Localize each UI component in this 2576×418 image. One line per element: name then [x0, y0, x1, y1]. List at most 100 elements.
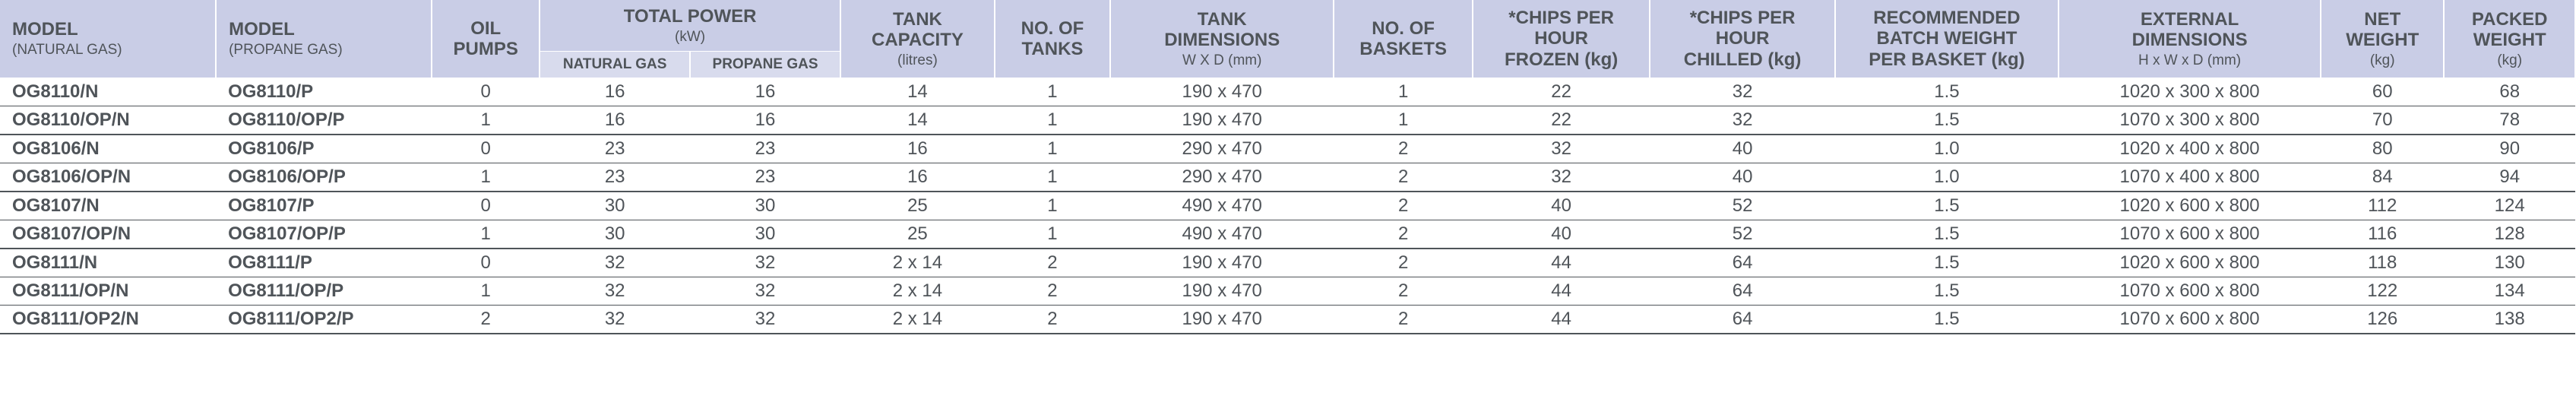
- cell-tank-capacity: 14: [840, 106, 995, 135]
- cell-cph-frozen: 44: [1473, 277, 1650, 306]
- cell-ext-dims: 1070 x 600 x 800: [2059, 220, 2321, 249]
- cell-no-tanks: 1: [995, 106, 1110, 135]
- cell-cph-frozen: 32: [1473, 135, 1650, 163]
- cell-no-tanks: 1: [995, 220, 1110, 249]
- cell-tank-capacity: 25: [840, 220, 995, 249]
- cell-tank-capacity: 2 x 14: [840, 249, 995, 277]
- cell-no-tanks: 1: [995, 192, 1110, 220]
- cell-ext-dims: 1020 x 600 x 800: [2059, 249, 2321, 277]
- th-total-power: TOTAL POWER(kW): [540, 0, 840, 52]
- th-model-propane: MODEL(PROPANE GAS): [216, 0, 432, 78]
- cell-tank-capacity: 14: [840, 78, 995, 106]
- cell-cph-chilled: 64: [1650, 249, 1835, 277]
- cell-tank-capacity: 2 x 14: [840, 277, 995, 306]
- cell-model-propane: OG8106/OP/P: [216, 163, 432, 192]
- th-packed-weight: PACKEDWEIGHT(kg): [2444, 0, 2575, 78]
- cell-tank-dims: 490 x 470: [1110, 192, 1334, 220]
- cell-tank-dims: 290 x 470: [1110, 135, 1334, 163]
- cell-no-tanks: 2: [995, 249, 1110, 277]
- cell-model-propane: OG8107/OP/P: [216, 220, 432, 249]
- th-ext-dims: EXTERNALDIMENSIONSH x W x D (mm): [2059, 0, 2321, 78]
- cell-tank-capacity: 16: [840, 163, 995, 192]
- cell-tank-capacity: 16: [840, 135, 995, 163]
- cell-oil-pumps: 0: [432, 135, 540, 163]
- cell-power-natural: 30: [540, 220, 690, 249]
- cell-model-propane: OG8110/P: [216, 78, 432, 106]
- cell-power-natural: 32: [540, 249, 690, 277]
- cell-ext-dims: 1020 x 300 x 800: [2059, 78, 2321, 106]
- cell-model-propane: OG8111/P: [216, 249, 432, 277]
- cell-model-natural: OG8111/OP2/N: [0, 306, 216, 334]
- cell-no-tanks: 2: [995, 306, 1110, 334]
- cell-model-natural: OG8110/OP/N: [0, 106, 216, 135]
- cell-model-natural: OG8106/N: [0, 135, 216, 163]
- cell-tank-dims: 290 x 470: [1110, 163, 1334, 192]
- cell-packed-weight: 124: [2444, 192, 2575, 220]
- cell-net-weight: 126: [2321, 306, 2444, 334]
- cell-net-weight: 84: [2321, 163, 2444, 192]
- cell-tank-capacity: 2 x 14: [840, 306, 995, 334]
- table-header: MODEL(NATURAL GAS) MODEL(PROPANE GAS) OI…: [0, 0, 2575, 78]
- cell-batch-weight: 1.5: [1835, 106, 2059, 135]
- cell-model-natural: OG8111/N: [0, 249, 216, 277]
- cell-model-natural: OG8106/OP/N: [0, 163, 216, 192]
- cell-ext-dims: 1020 x 400 x 800: [2059, 135, 2321, 163]
- table-row: OG8106/NOG8106/P02323161290 x 470232401.…: [0, 135, 2575, 163]
- table-row: OG8110/OP/NOG8110/OP/P11616141190 x 4701…: [0, 106, 2575, 135]
- spec-table: MODEL(NATURAL GAS) MODEL(PROPANE GAS) OI…: [0, 0, 2576, 334]
- cell-packed-weight: 128: [2444, 220, 2575, 249]
- cell-cph-frozen: 40: [1473, 192, 1650, 220]
- cell-power-propane: 32: [690, 277, 840, 306]
- cell-ext-dims: 1070 x 400 x 800: [2059, 163, 2321, 192]
- cell-no-baskets: 2: [1334, 306, 1473, 334]
- cell-model-natural: OG8107/N: [0, 192, 216, 220]
- cell-batch-weight: 1.5: [1835, 306, 2059, 334]
- cell-model-natural: OG8111/OP/N: [0, 277, 216, 306]
- cell-cph-chilled: 32: [1650, 106, 1835, 135]
- cell-oil-pumps: 0: [432, 249, 540, 277]
- cell-model-natural: OG8107/OP/N: [0, 220, 216, 249]
- cell-tank-dims: 190 x 470: [1110, 277, 1334, 306]
- table-row: OG8106/OP/NOG8106/OP/P12323161290 x 4702…: [0, 163, 2575, 192]
- th-power-propane: PROPANE GAS: [690, 52, 840, 78]
- cell-net-weight: 70: [2321, 106, 2444, 135]
- th-tank-dims: TANKDIMENSIONSW X D (mm): [1110, 0, 1334, 78]
- cell-cph-chilled: 64: [1650, 277, 1835, 306]
- table-body: OG8110/NOG8110/P01616141190 x 470122321.…: [0, 78, 2575, 334]
- cell-packed-weight: 94: [2444, 163, 2575, 192]
- cell-packed-weight: 130: [2444, 249, 2575, 277]
- cell-no-baskets: 2: [1334, 135, 1473, 163]
- cell-oil-pumps: 2: [432, 306, 540, 334]
- th-cph-chilled: *CHIPS PERHOURCHILLED (kg): [1650, 0, 1835, 78]
- cell-tank-dims: 190 x 470: [1110, 78, 1334, 106]
- cell-model-propane: OG8111/OP/P: [216, 277, 432, 306]
- cell-ext-dims: 1020 x 600 x 800: [2059, 192, 2321, 220]
- cell-model-propane: OG8106/P: [216, 135, 432, 163]
- th-no-tanks: NO. OFTANKS: [995, 0, 1110, 78]
- th-model-natural: MODEL(NATURAL GAS): [0, 0, 216, 78]
- cell-no-baskets: 1: [1334, 106, 1473, 135]
- cell-ext-dims: 1070 x 300 x 800: [2059, 106, 2321, 135]
- cell-oil-pumps: 0: [432, 78, 540, 106]
- cell-power-propane: 30: [690, 192, 840, 220]
- cell-net-weight: 60: [2321, 78, 2444, 106]
- cell-cph-chilled: 52: [1650, 220, 1835, 249]
- cell-power-natural: 23: [540, 163, 690, 192]
- cell-power-natural: 30: [540, 192, 690, 220]
- cell-power-propane: 23: [690, 135, 840, 163]
- cell-no-tanks: 1: [995, 135, 1110, 163]
- table-row: OG8111/NOG8111/P032322 x 142190 x 470244…: [0, 249, 2575, 277]
- table-row: OG8111/OP2/NOG8111/OP2/P232322 x 142190 …: [0, 306, 2575, 334]
- cell-oil-pumps: 1: [432, 220, 540, 249]
- cell-net-weight: 80: [2321, 135, 2444, 163]
- table-row: OG8111/OP/NOG8111/OP/P132322 x 142190 x …: [0, 277, 2575, 306]
- cell-tank-dims: 190 x 470: [1110, 306, 1334, 334]
- cell-cph-frozen: 32: [1473, 163, 1650, 192]
- cell-cph-frozen: 44: [1473, 249, 1650, 277]
- cell-tank-dims: 190 x 470: [1110, 106, 1334, 135]
- th-no-baskets: NO. OFBASKETS: [1334, 0, 1473, 78]
- cell-packed-weight: 90: [2444, 135, 2575, 163]
- cell-batch-weight: 1.5: [1835, 192, 2059, 220]
- cell-batch-weight: 1.5: [1835, 277, 2059, 306]
- th-cph-frozen: *CHIPS PERHOURFROZEN (kg): [1473, 0, 1650, 78]
